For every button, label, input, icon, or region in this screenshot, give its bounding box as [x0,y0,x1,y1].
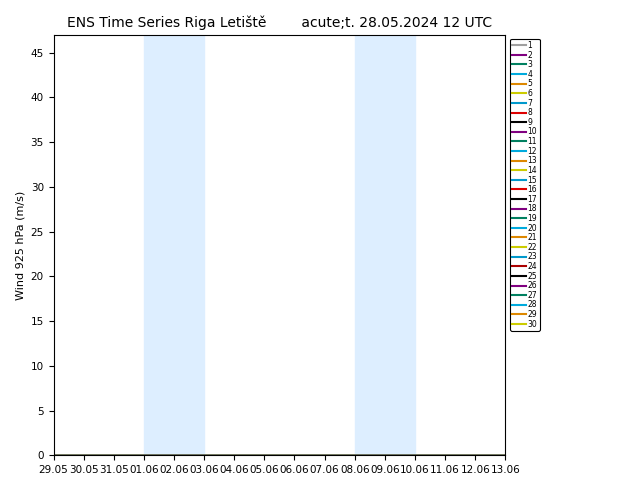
Title: ENS Time Series Riga Letiště        acute;t. 28.05.2024 12 UTC: ENS Time Series Riga Letiště acute;t. 28… [67,15,492,29]
Bar [355,35,415,455]
Y-axis label: Wind 925 hPa (m/s): Wind 925 hPa (m/s) [15,191,25,300]
Legend: 1, 2, 3, 4, 5, 6, 7, 8, 9, 10, 11, 12, 13, 14, 15, 16, 17, 18, 19, 20, 21, 22, 2: 1, 2, 3, 4, 5, 6, 7, 8, 9, 10, 11, 12, 1… [510,39,540,331]
Bar [144,35,204,455]
